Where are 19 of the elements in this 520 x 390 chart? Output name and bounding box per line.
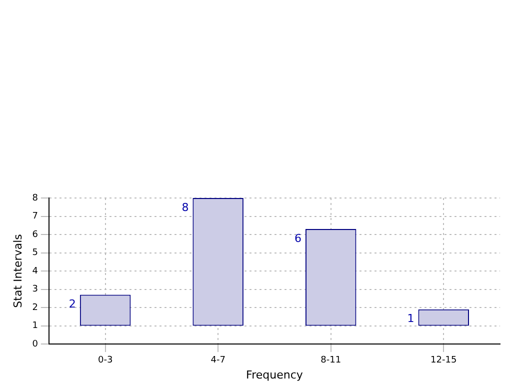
y-tick-label: 4 [32, 266, 38, 276]
y-tick-label: 3 [32, 284, 38, 295]
x-tick-label: 0-3 [98, 356, 113, 366]
y-tick-label: 0 [32, 339, 38, 350]
y-tick-label: 6 [32, 230, 38, 240]
x-tick-label: 4-7 [210, 356, 226, 366]
y-tick-label: 7 [32, 212, 38, 222]
x-tick-label: 8-11 [320, 356, 342, 366]
y-tick-label: 8 [32, 193, 38, 204]
y-tick-label: 1 [32, 321, 38, 332]
y-axis-title: Stat Intervals [11, 234, 24, 308]
x-axis-title: Frequency [246, 368, 304, 382]
data-label: 6 [294, 232, 302, 245]
data-label: 8 [182, 200, 189, 214]
y-tick-label: 5 [32, 248, 38, 258]
y-tick-label: 2 [32, 302, 38, 313]
data-label: 1 [407, 312, 414, 326]
data-label: 2 [68, 298, 76, 311]
x-tick-label: 12-15 [430, 356, 457, 366]
